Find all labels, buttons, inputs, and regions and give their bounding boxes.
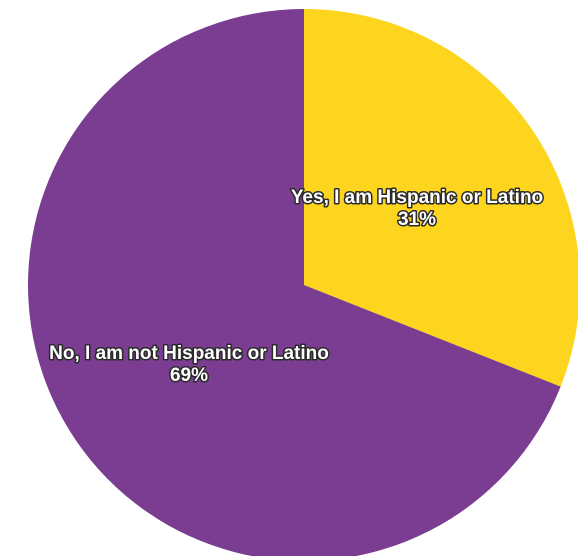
pie-slice-yes (304, 9, 578, 387)
slice-label-no: No, I am not Hispanic or Latino (49, 343, 329, 364)
slice-value-no: 69% (170, 365, 208, 386)
slice-value-yes: 31% (398, 209, 436, 230)
slice-label-yes: Yes, I am Hispanic or Latino (291, 187, 543, 208)
pie-slice-no (28, 9, 561, 556)
